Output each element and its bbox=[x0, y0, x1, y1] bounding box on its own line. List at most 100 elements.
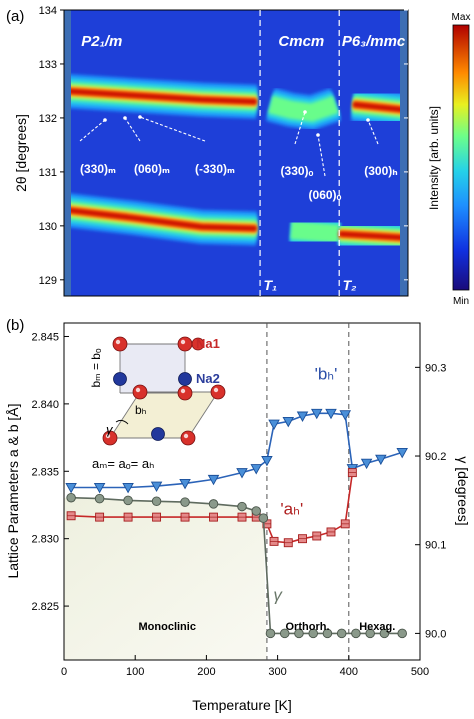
crystal-structure-inset: Na1 Na2 bₘ = bₒ bₕ γ aₘ= aₒ= aₕ bbox=[89, 336, 226, 471]
heatmap-left-edge bbox=[64, 10, 71, 296]
data-point-circle bbox=[279, 628, 290, 639]
lattice-left-tick-label: 2.830 bbox=[31, 534, 59, 546]
heatmap-y-tick-label: 129 bbox=[39, 275, 57, 287]
data-point-circle bbox=[336, 628, 347, 639]
data-point-circle bbox=[258, 513, 269, 523]
heatmap-annotation-arrowhead bbox=[103, 118, 107, 122]
heatmap-peak-band-lower-2-5 bbox=[339, 231, 405, 240]
data-point-circle bbox=[251, 506, 261, 516]
heatmap-peak-band-lower-0-5 bbox=[64, 207, 257, 231]
data-point-triangle bbox=[310, 408, 323, 420]
colorbar-gradient bbox=[452, 24, 470, 291]
data-point-circle bbox=[180, 497, 190, 507]
heatmap-peak-band-upper-1-2 bbox=[268, 95, 339, 122]
data-point-circle bbox=[265, 628, 276, 639]
data-point-circle bbox=[237, 501, 247, 512]
lattice-right-tick-label: 90.0 bbox=[425, 628, 446, 640]
monoclinic-shaded-region bbox=[64, 497, 267, 660]
heatmap-frame bbox=[63, 9, 409, 297]
panel-b-label: (b) bbox=[6, 317, 24, 334]
lattice-right-axis-title: γ [degrees] bbox=[455, 456, 471, 525]
heatmap-annotation-arrowhead bbox=[138, 115, 142, 119]
inset-gamma-arc bbox=[115, 419, 129, 425]
data-point-triangle bbox=[325, 408, 337, 420]
data-point-circle bbox=[66, 492, 76, 503]
data-point-triangle bbox=[268, 419, 280, 431]
inset-atom-highlight bbox=[115, 339, 121, 345]
lattice-chart-frame bbox=[63, 322, 421, 661]
heatmap-phase-label: P2₁/m bbox=[81, 33, 122, 50]
colorbar: Max Min Intensity [arb. units] bbox=[427, 12, 470, 307]
data-point-triangle bbox=[207, 474, 220, 486]
data-point-triangle bbox=[339, 410, 352, 421]
heatmap-annotation-arrow bbox=[294, 111, 306, 145]
inset-na2-atom bbox=[178, 372, 192, 386]
heatmap-peak-label: (-330)ₘ bbox=[195, 162, 235, 176]
data-point-triangle bbox=[65, 483, 77, 494]
series-label-ah: 'aₕ' bbox=[280, 499, 303, 518]
inset-atom-highlight bbox=[183, 433, 189, 439]
lattice-right-tick-label: 90.1 bbox=[425, 540, 446, 552]
heatmap-peak-label: (060)ₒ bbox=[309, 188, 342, 202]
data-point-circle bbox=[123, 495, 133, 506]
inset-legend-na1: Na1 bbox=[196, 336, 220, 351]
data-point-circle bbox=[94, 493, 105, 504]
data-point-circle bbox=[322, 628, 333, 639]
heatmap-phase-label: P6₃/mmc bbox=[342, 33, 406, 50]
heatmap-annotation-arrowhead bbox=[366, 118, 370, 122]
inset-label-bm: bₘ = bₒ bbox=[89, 348, 103, 388]
data-point-circle bbox=[365, 628, 375, 639]
inset-na1-atom bbox=[180, 430, 196, 446]
heatmap-peak-band-upper-2-5 bbox=[352, 102, 405, 112]
inset-back-face bbox=[120, 344, 185, 393]
data-point-circle bbox=[351, 628, 361, 639]
lattice-right-tick-label: 90.3 bbox=[425, 362, 446, 374]
lattice-left-tick-label: 2.835 bbox=[31, 466, 59, 478]
heatmap-background bbox=[64, 10, 408, 296]
heatmap-annotation-arrow bbox=[139, 116, 206, 142]
inset-cell-edge bbox=[109, 391, 141, 439]
lattice-left-tick-label: 2.845 bbox=[31, 331, 59, 343]
inset-label-bh: bₕ bbox=[135, 403, 147, 417]
lattice-x-tick-label: 0 bbox=[61, 666, 67, 678]
colorbar-min-label: Min bbox=[453, 296, 469, 307]
data-point-triangle bbox=[360, 458, 373, 470]
data-point-circle bbox=[397, 628, 407, 639]
lattice-x-tick-label: 400 bbox=[340, 666, 358, 678]
inset-na2-atom bbox=[113, 372, 127, 386]
lattice-left-tick-label: 2.840 bbox=[31, 399, 59, 411]
data-point-circle bbox=[379, 628, 390, 639]
heatmap-panel: 129 130 131 132 133 134 2θ [degrees] P2₁/m Cmc… bbox=[13, 5, 409, 297]
data-point-triangle bbox=[250, 464, 263, 475]
data-point-triangle bbox=[296, 411, 309, 422]
inset-base-face bbox=[110, 392, 218, 438]
data-point-triangle bbox=[122, 483, 134, 494]
heatmap-transition-label: T₂ bbox=[343, 277, 357, 293]
inset-legend-na1-marker bbox=[191, 337, 205, 351]
heatmap-annotation-arrow bbox=[317, 134, 326, 177]
lattice-right-tick-label: 90.2 bbox=[425, 451, 446, 463]
data-point-triangle bbox=[236, 468, 248, 479]
series-label-gamma: γ bbox=[273, 586, 283, 605]
lattice-left-axis-title: Lattice Parameters a & b [Å] bbox=[5, 403, 21, 578]
data-point-circle bbox=[308, 628, 318, 639]
heatmap-y-tick-label: 134 bbox=[39, 5, 57, 17]
lattice-x-tick-label: 200 bbox=[197, 666, 215, 678]
heatmap-y-tick-label: 133 bbox=[39, 59, 57, 71]
phase-region-label: Hexag. bbox=[359, 621, 395, 633]
data-point-triangle bbox=[375, 454, 387, 466]
data-point-circle bbox=[294, 628, 304, 639]
inset-na1-atom bbox=[132, 384, 148, 400]
heatmap-annotation-arrow bbox=[124, 117, 141, 142]
lattice-left-tick-label: 2.825 bbox=[31, 601, 59, 613]
series-label-bh: 'bₕ' bbox=[315, 365, 338, 384]
inset-atom-highlight bbox=[180, 388, 186, 394]
inset-label-am: aₘ= aₒ= aₕ bbox=[92, 456, 154, 471]
inset-na2-atom bbox=[151, 427, 165, 441]
heatmap-peak-label: (300)ₕ bbox=[364, 164, 397, 178]
heatmap-transition-label: T₁ bbox=[264, 277, 278, 293]
data-point-triangle bbox=[261, 456, 273, 467]
inset-atom-highlight bbox=[105, 433, 111, 439]
data-point-triangle bbox=[150, 481, 163, 493]
